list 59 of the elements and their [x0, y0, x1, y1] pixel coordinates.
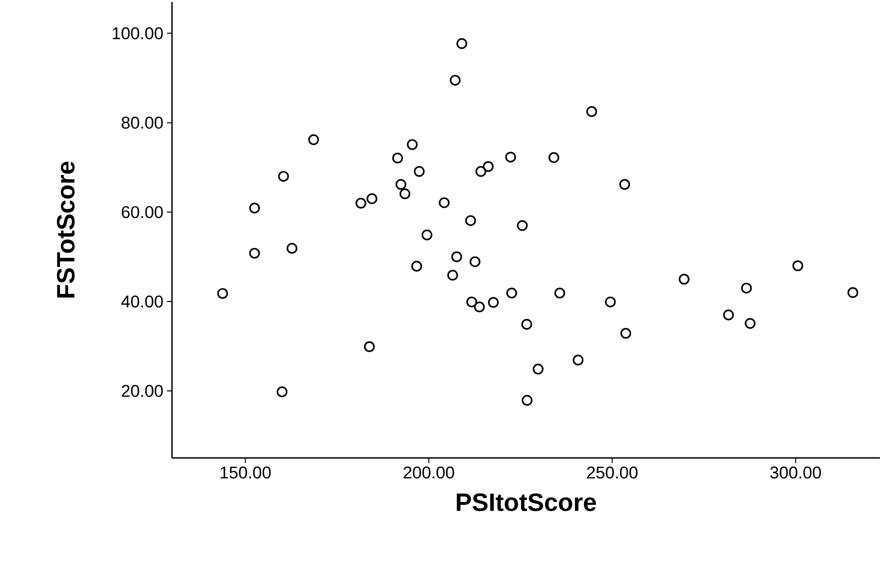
- point: [604, 296, 616, 308]
- x-axis-title: PSItotScore: [456, 493, 596, 512]
- point: [572, 354, 584, 366]
- point: [516, 220, 528, 231]
- point: [366, 193, 378, 204]
- point: [532, 364, 544, 374]
- x-tick-label: 150.00: [220, 466, 271, 479]
- y-axis-title: FSTotScore: [56, 162, 75, 298]
- point: [308, 134, 320, 146]
- point: [792, 260, 804, 272]
- point: [411, 260, 422, 272]
- point: [723, 310, 734, 320]
- point: [451, 251, 462, 262]
- point: [475, 166, 486, 177]
- point: [438, 197, 450, 208]
- point: [522, 394, 533, 406]
- point: [286, 242, 298, 254]
- point: [619, 178, 630, 190]
- point: [356, 198, 366, 209]
- point: [364, 341, 375, 352]
- y-tick-label: 40.00: [121, 295, 163, 308]
- point: [741, 282, 752, 294]
- point: [470, 256, 480, 268]
- point: [474, 301, 485, 312]
- point: [505, 152, 516, 163]
- point: [396, 178, 406, 190]
- point: [392, 152, 404, 164]
- y-tick-label: 60.00: [122, 206, 163, 218]
- point: [249, 248, 260, 259]
- point: [278, 170, 289, 182]
- x-tick-label: 200.00: [404, 466, 454, 479]
- point: [450, 74, 461, 86]
- x-tick-label: 250.00: [587, 466, 638, 479]
- point: [414, 166, 425, 177]
- y-tick-label: 80.00: [122, 116, 163, 129]
- point: [847, 287, 858, 298]
- point: [554, 288, 566, 298]
- point: [548, 152, 560, 163]
- point: [447, 270, 458, 281]
- point: [465, 215, 476, 226]
- point: [488, 297, 499, 308]
- point: [620, 328, 632, 339]
- y-tick-label: 100.00: [112, 27, 163, 40]
- point: [276, 386, 288, 398]
- point: [466, 296, 478, 308]
- point: [217, 288, 228, 299]
- point: [422, 230, 432, 240]
- point: [744, 318, 756, 329]
- x-tick-label: 300.00: [770, 466, 821, 479]
- y-tick-label: 20.00: [122, 384, 163, 397]
- point: [482, 161, 494, 172]
- point: [586, 106, 598, 117]
- point: [521, 318, 532, 330]
- point: [456, 38, 468, 49]
- point: [249, 202, 260, 214]
- point: [406, 139, 418, 150]
- point: [678, 274, 690, 285]
- point: [400, 188, 410, 200]
- point: [506, 288, 518, 298]
